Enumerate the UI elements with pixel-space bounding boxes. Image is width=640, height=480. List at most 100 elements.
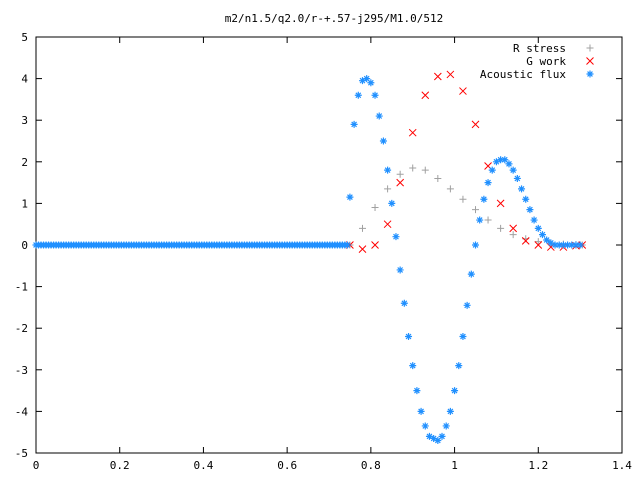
data-point (354, 91, 362, 99)
data-point (446, 407, 454, 415)
y-tick-label: -3 (15, 364, 28, 377)
data-point (400, 299, 408, 307)
data-point (488, 166, 496, 174)
series-0 (346, 164, 586, 249)
data-point (384, 166, 392, 174)
data-point (509, 166, 517, 174)
x-tick-label: 1 (451, 459, 458, 472)
data-point (459, 333, 467, 341)
data-point (564, 241, 572, 249)
data-point (409, 164, 417, 172)
data-point (396, 266, 404, 274)
data-point (551, 241, 559, 249)
data-point (559, 241, 567, 249)
data-point (409, 362, 417, 370)
data-point (518, 185, 526, 193)
data-point (576, 241, 584, 249)
data-point (421, 91, 430, 100)
data-point (413, 387, 421, 395)
x-tick-label: 0.6 (277, 459, 297, 472)
data-point (405, 333, 413, 341)
data-point (492, 158, 500, 166)
legend-marker (586, 57, 594, 65)
data-point (346, 193, 354, 201)
data-point (455, 362, 463, 370)
x-tick-label: 0.8 (361, 459, 381, 472)
data-point (408, 128, 417, 137)
data-point (392, 233, 400, 241)
y-tick-label: -2 (15, 322, 28, 335)
legend-marker (586, 44, 594, 52)
series-2 (346, 75, 584, 445)
series-1 (346, 70, 587, 254)
data-point (371, 241, 379, 249)
data-point (505, 160, 513, 168)
data-point (509, 231, 517, 239)
data-point (358, 245, 367, 254)
data-point (430, 434, 438, 442)
data-point (521, 236, 530, 245)
data-point (446, 70, 455, 79)
data-point (388, 199, 396, 207)
y-tick-label: 2 (21, 156, 28, 169)
data-point (530, 216, 538, 224)
data-point (371, 91, 379, 99)
data-point (421, 166, 429, 174)
data-point (496, 199, 505, 208)
x-tick-label: 0.4 (193, 459, 213, 472)
data-point (371, 204, 379, 212)
data-point (363, 75, 371, 83)
data-point (480, 195, 488, 203)
data-point (417, 407, 425, 415)
data-point (384, 185, 392, 193)
y-tick-label: -1 (15, 281, 28, 294)
data-point (538, 231, 546, 239)
series-layer (32, 70, 587, 445)
data-point (547, 239, 555, 247)
y-tick-label: 1 (21, 197, 28, 210)
data-point (497, 224, 505, 232)
data-point (484, 216, 492, 224)
data-point (425, 432, 433, 440)
data-point (476, 216, 484, 224)
data-point (497, 156, 505, 164)
data-point (522, 195, 530, 203)
acoustic-flux-baseline (32, 241, 351, 249)
y-tick-label: -5 (15, 447, 28, 460)
legend-label: Acoustic flux (480, 68, 566, 81)
y-tick-label: -4 (15, 405, 29, 418)
y-tick-label: 5 (21, 31, 28, 44)
data-point (383, 220, 392, 229)
data-point (396, 178, 405, 187)
data-point (513, 174, 521, 182)
x-tick-label: 0.2 (110, 459, 130, 472)
x-tick-label: 0 (33, 459, 40, 472)
data-point (446, 185, 454, 193)
data-point (451, 387, 459, 395)
data-point (442, 422, 450, 430)
data-point (379, 137, 387, 145)
x-tick-label: 1.4 (612, 459, 632, 472)
data-point (534, 224, 542, 232)
data-point (472, 241, 479, 249)
chart-title: m2/n1.5/q2.0/r-+.57-j295/M1.0/512 (225, 12, 444, 25)
legend-marker (586, 70, 594, 78)
data-point (543, 236, 551, 244)
data-point (396, 170, 404, 178)
data-point (438, 432, 446, 440)
data-point (501, 156, 509, 164)
data-point (421, 422, 429, 430)
data-point (526, 206, 534, 214)
data-point (472, 206, 479, 214)
legend-label: R stress (513, 42, 566, 55)
y-tick-label: 0 (21, 239, 28, 252)
data-point (484, 179, 492, 187)
data-point (358, 77, 366, 85)
data-point (467, 270, 475, 278)
data-point (459, 87, 467, 95)
baseline-point (343, 241, 351, 249)
data-point (534, 238, 542, 246)
data-point (358, 224, 366, 232)
